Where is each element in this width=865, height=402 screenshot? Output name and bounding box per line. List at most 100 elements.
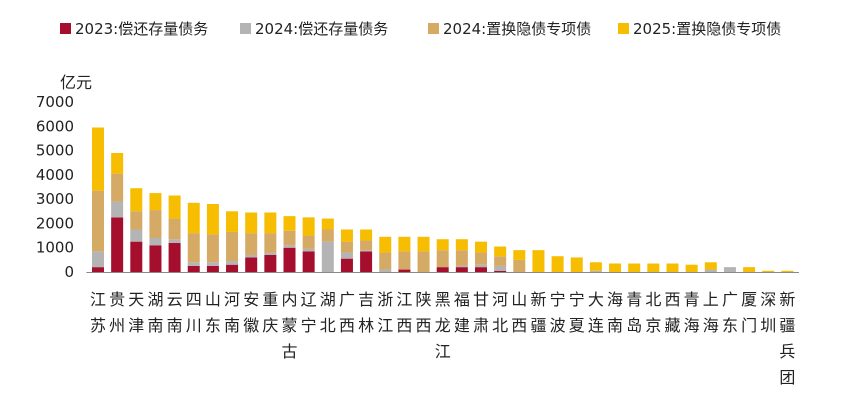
y-tick-label: 5000 — [36, 142, 74, 160]
x-tick-label: 福建 — [454, 290, 470, 335]
x-tick-label: 宁波 — [550, 290, 566, 335]
bar-segment — [245, 257, 258, 272]
bar-segment — [245, 212, 258, 234]
x-tick-label: 天津 — [128, 290, 144, 335]
x-tick-label: 辽宁 — [301, 290, 317, 335]
bar-segment — [340, 252, 353, 259]
y-tick-label: 1000 — [36, 239, 74, 257]
bar-segment — [302, 217, 315, 236]
bar-segment — [149, 193, 162, 211]
x-tick-label: 内蒙古 — [281, 290, 297, 361]
y-tick-label: 3000 — [36, 190, 74, 208]
bar-segment — [264, 255, 277, 272]
bar-segment — [379, 236, 392, 253]
x-tick-label: 海南 — [607, 290, 623, 335]
bar-segment — [494, 246, 507, 257]
x-tick-label: 甘肃 — [473, 290, 489, 335]
legend-swatch — [428, 23, 439, 34]
x-tick-label: 新疆 — [530, 290, 546, 335]
bar-segment — [513, 259, 526, 272]
x-tick-label: 大连 — [588, 290, 604, 335]
y-axis-unit: 亿元 — [60, 73, 92, 92]
bar-segment — [226, 211, 239, 232]
x-tick-label: 江西 — [396, 290, 412, 335]
bar-segment — [92, 267, 104, 272]
legend-swatch — [240, 23, 251, 34]
bar-segment — [302, 248, 315, 252]
bar-segment — [206, 204, 219, 235]
bar-segment — [302, 235, 315, 249]
bar-segment — [475, 252, 487, 265]
bar-segment — [436, 250, 449, 268]
bar-segment — [532, 250, 545, 272]
legend-swatch — [60, 23, 71, 34]
bar-segment — [475, 264, 487, 268]
x-tick-label: 厦门 — [741, 290, 757, 335]
x-tick-label: 广东 — [722, 290, 738, 335]
bar-segment — [360, 251, 373, 272]
bar-segment — [168, 195, 181, 219]
bar-segment — [206, 262, 219, 266]
x-tick-label: 山西 — [511, 290, 527, 335]
bar-segment — [302, 251, 315, 272]
y-tick-label: 2000 — [36, 214, 74, 232]
bar-segment — [130, 211, 143, 230]
y-axis: 0 1000 2000 3000 4000 5000 6000 7000 — [36, 93, 74, 281]
x-tick-label: 湖北 — [320, 290, 336, 335]
bar-segment — [704, 269, 717, 272]
legend-label: 2025:置换隐债专项债 — [633, 20, 781, 38]
bar-segment — [436, 239, 449, 251]
bar-segment — [187, 202, 200, 234]
bar-segment — [436, 267, 449, 272]
x-tick-label: 重庆 — [262, 290, 278, 335]
y-tick-label: 4000 — [36, 166, 74, 184]
legend: 2023:偿还存量债务 2024:偿还存量债务 2024:置换隐债专项债 2025:置… — [60, 20, 781, 38]
bar-segment — [551, 256, 564, 272]
bar-segment — [187, 233, 200, 263]
x-tick-label: 青岛 — [626, 290, 642, 335]
legend-swatch — [618, 23, 629, 34]
x-axis-labels: 江苏贵州天津湖南云南四川山东河南安徽重庆内蒙古辽宁湖北广西吉林浙江江西陕西黑龙江… — [90, 290, 795, 387]
bar-segment — [762, 270, 775, 272]
bar-segment — [149, 245, 162, 272]
bar-segment — [321, 218, 334, 230]
bar-segment — [111, 153, 124, 174]
bar-segment — [226, 231, 239, 262]
x-tick-label: 青海 — [684, 290, 700, 335]
bar-segment — [455, 265, 468, 268]
bar-segment — [226, 264, 239, 272]
x-tick-label: 贵州 — [109, 290, 125, 335]
y-tick-label: 0 — [64, 263, 74, 281]
bar-segment — [475, 241, 487, 253]
bar-segment — [360, 229, 373, 241]
bar-segment — [398, 269, 411, 272]
bar-segment — [92, 190, 104, 252]
bar-segment — [130, 188, 143, 212]
bar-segment — [283, 245, 296, 248]
bar-segment — [494, 270, 507, 272]
bar-segment — [111, 201, 124, 218]
bar-segment — [589, 270, 602, 272]
bar-segment — [340, 258, 353, 272]
bar-segment — [340, 229, 353, 242]
x-tick-label: 陕西 — [416, 290, 432, 335]
bar-segment — [455, 250, 468, 266]
x-tick-label: 黑龙江 — [435, 290, 451, 361]
bar-segment — [494, 265, 507, 271]
bar-segment — [417, 251, 430, 272]
x-tick-label: 云南 — [167, 290, 183, 335]
bar-segment — [417, 236, 430, 252]
bar-segment — [494, 256, 507, 266]
bar-segment — [264, 233, 277, 253]
bar-segment — [398, 236, 411, 252]
x-tick-label: 江苏 — [90, 290, 106, 335]
bar-segment — [130, 229, 143, 242]
x-tick-label: 上海 — [703, 290, 719, 335]
bar-segment — [321, 229, 334, 242]
bar-segment — [513, 250, 526, 260]
bar-segment — [206, 265, 219, 272]
bar-segment — [283, 247, 296, 272]
bar-segment — [781, 270, 794, 272]
bar-segment — [264, 212, 277, 234]
